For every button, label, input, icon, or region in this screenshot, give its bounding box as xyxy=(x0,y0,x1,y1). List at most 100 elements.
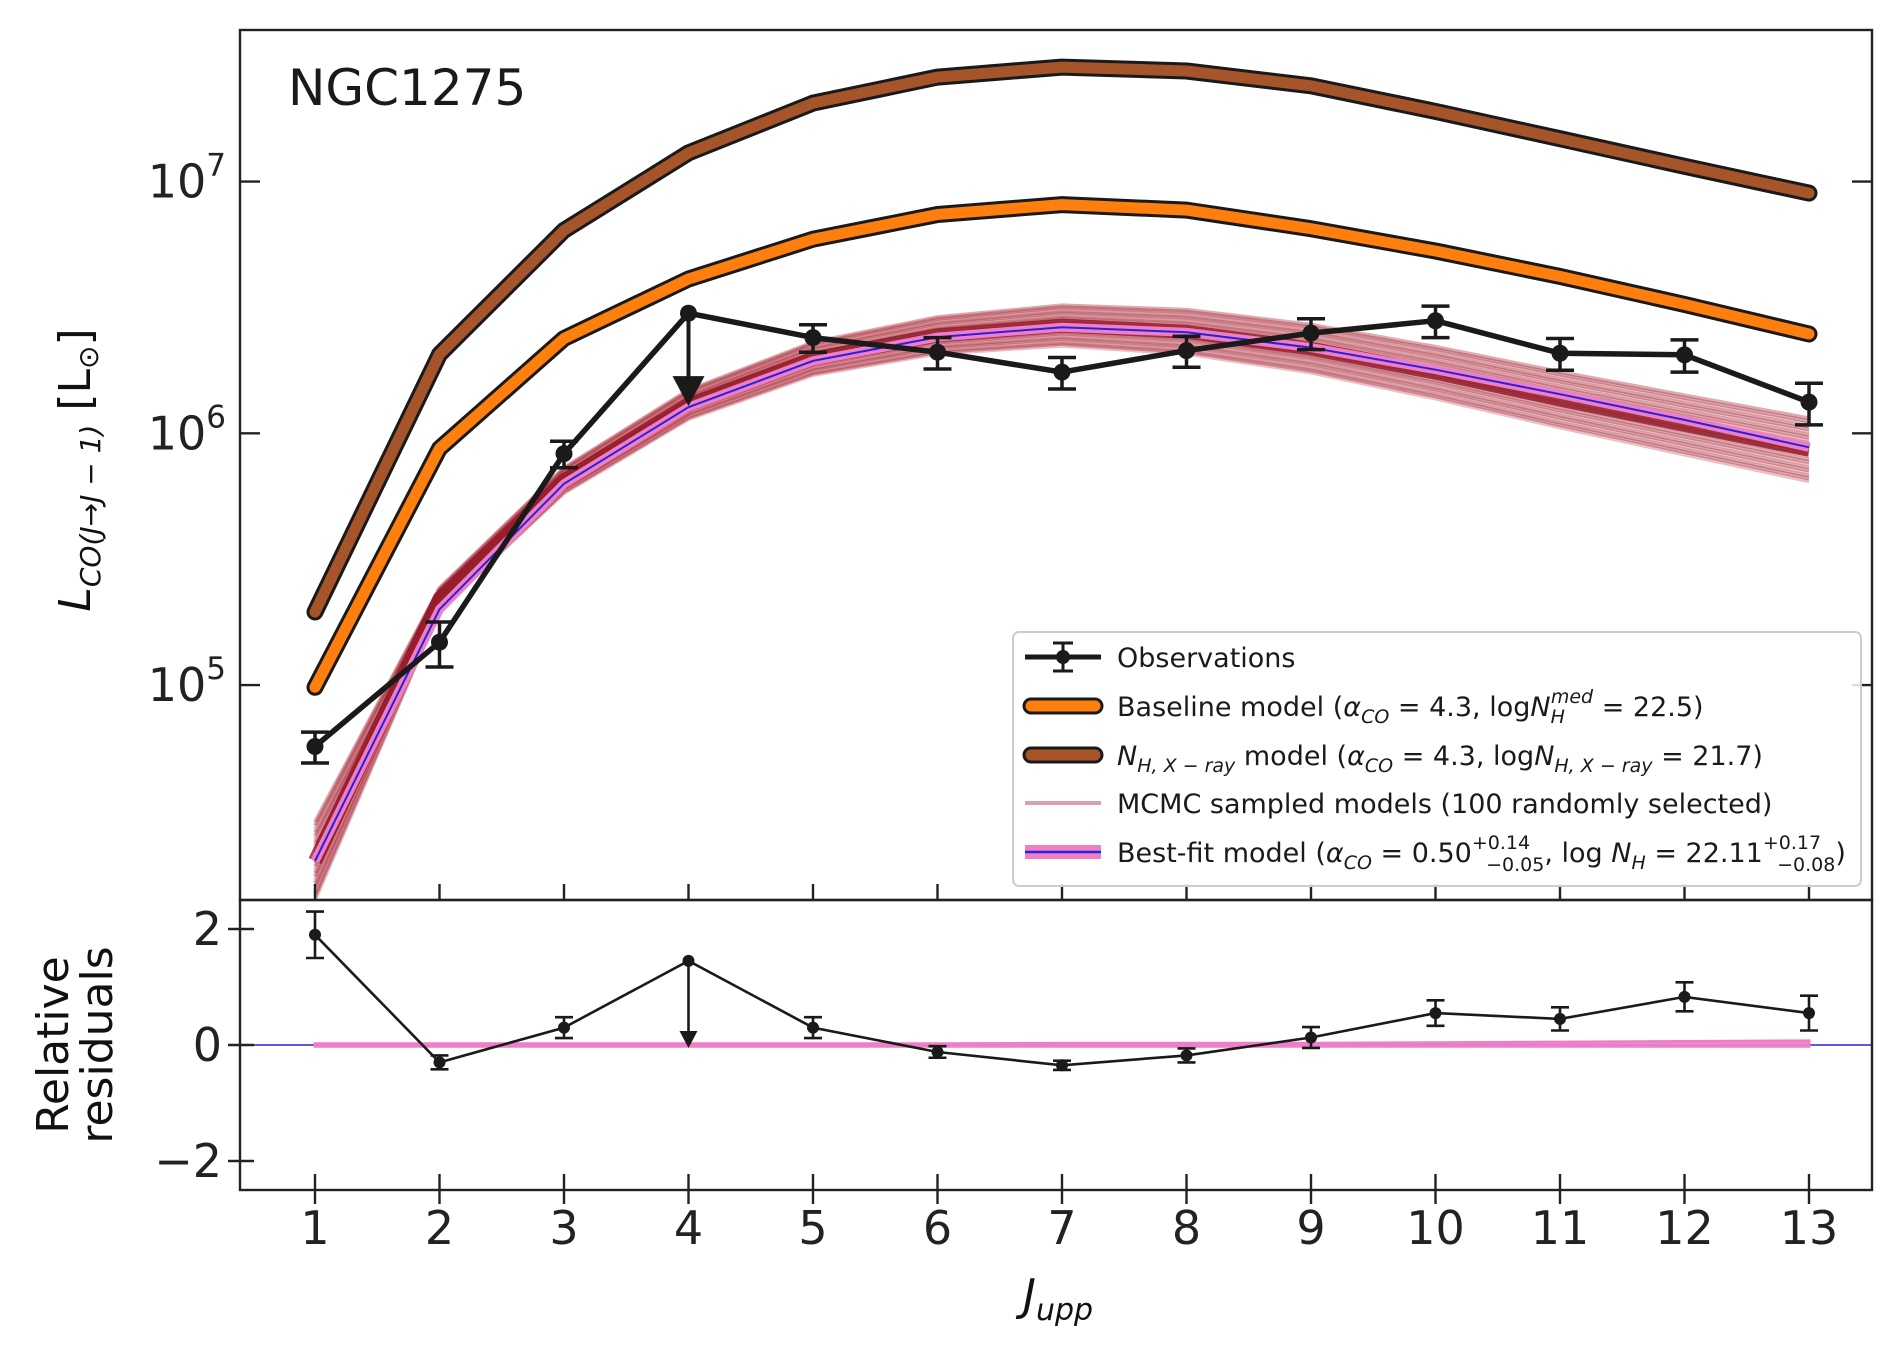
main-ytick-label: 106 xyxy=(148,399,226,460)
bestfit-model-line xyxy=(314,326,1810,862)
xtick-label: 11 xyxy=(1531,1201,1590,1255)
ytick-exponent: 7 xyxy=(206,148,226,184)
residual-upper-limit-head xyxy=(679,1031,698,1048)
lg-text: = 22.5) xyxy=(1593,692,1703,723)
lg-alpha: α xyxy=(1326,838,1344,869)
ylabel-L: L xyxy=(50,587,101,612)
ytick-exponent: 5 xyxy=(206,651,226,687)
lg-sub: CO xyxy=(1365,755,1393,777)
residual-ytick-label: −2 xyxy=(154,1134,222,1188)
lg-sub: H xyxy=(1551,706,1565,728)
lg-sup: +0.17 xyxy=(1763,832,1821,854)
lg-sub: H xyxy=(1631,852,1645,874)
main-y-axis-label: LCO(J→J − 1) [L⊙] xyxy=(50,328,107,611)
lg-sub: H, X − ray xyxy=(1554,755,1653,777)
lg-italic: N xyxy=(1611,838,1631,869)
upper-limit-arrow-head xyxy=(672,376,705,407)
lg-sub: −0.08 xyxy=(1777,854,1835,876)
residual-point xyxy=(1056,1059,1068,1072)
residual-point xyxy=(1803,1007,1815,1020)
legend-label-errorbar: Observations xyxy=(1117,643,1295,674)
lg-sub: −0.05 xyxy=(1486,854,1544,876)
lg-text: = 21.7) xyxy=(1652,741,1762,772)
lg-sub: CO xyxy=(1344,852,1372,874)
ylabel-close: ] xyxy=(50,328,101,345)
lg-text: = 4.3, log xyxy=(1393,741,1534,772)
ytick-exponent: 6 xyxy=(206,399,226,435)
observation-point xyxy=(1427,312,1444,330)
lg-italic: N xyxy=(1534,741,1554,772)
residual-y-label-line2: residuals xyxy=(72,946,123,1143)
observation-point xyxy=(804,329,822,347)
xtick-label: 13 xyxy=(1780,1201,1839,1255)
observation-point xyxy=(555,445,573,463)
xtick-label: 3 xyxy=(549,1201,578,1255)
lg-alpha: α xyxy=(1347,741,1365,772)
mcmc-sample-line xyxy=(313,343,1810,900)
legend-handle-marker xyxy=(1056,650,1070,664)
ytick-mantissa: 10 xyxy=(148,406,207,460)
lg-italic: N xyxy=(1530,692,1550,723)
xtick-label: 7 xyxy=(1047,1201,1076,1255)
observation-point xyxy=(1178,342,1195,360)
ytick-mantissa: 10 xyxy=(148,658,207,712)
residual-y-label-line1: Relative xyxy=(28,956,79,1133)
legend-label-mcmc: MCMC sampled models (100 randomly select… xyxy=(1117,789,1772,820)
residual-point xyxy=(807,1021,819,1034)
observation-point xyxy=(1551,344,1569,362)
lg-sub: CO xyxy=(1361,706,1389,728)
main-ytick-label: 107 xyxy=(148,148,226,209)
galaxy-name-annotation: NGC1275 xyxy=(288,59,526,117)
observation-point xyxy=(1053,363,1071,381)
ylabel-unit: [L xyxy=(50,368,101,424)
legend-label-bestfit: Best-fit model (αCO = 0.50+0.14 −0.05, lo… xyxy=(1117,832,1846,876)
observation-point xyxy=(680,304,697,322)
ytick-mantissa: 10 xyxy=(148,155,207,209)
legend-label-baseline: Baseline model (αCO = 4.3, logNHmed = 22… xyxy=(1117,686,1704,728)
observation-point xyxy=(431,633,448,651)
residual-point xyxy=(558,1021,570,1034)
xtick-label: 8 xyxy=(1172,1201,1201,1255)
observation-point xyxy=(1302,324,1320,342)
lg-text: Best-fit model ( xyxy=(1117,838,1326,869)
observation-point xyxy=(929,343,946,361)
xtick-label: 12 xyxy=(1655,1201,1714,1255)
lg-sup: +0.14 xyxy=(1472,832,1530,854)
lg-sup: med xyxy=(1551,686,1594,708)
lg-text: = 0.50 xyxy=(1372,838,1472,869)
legend-box xyxy=(1012,631,1862,887)
lg-text: = 4.3, log xyxy=(1389,692,1530,723)
lg-text: = 22.11 xyxy=(1646,838,1763,869)
residual-point xyxy=(1429,1007,1442,1020)
nhxray-model-line xyxy=(309,61,1815,618)
ylabel-sun: ⊙ xyxy=(72,346,105,369)
residual-panel-plot xyxy=(240,910,1872,1072)
lg-text: , log xyxy=(1544,838,1611,869)
residual-point xyxy=(1305,1031,1317,1044)
lg-text: Baseline model ( xyxy=(1117,692,1343,723)
mcmc-sample-line xyxy=(313,306,1810,830)
observation-point xyxy=(1800,393,1818,411)
residual-point xyxy=(1678,990,1691,1003)
lg-sub: H, X − ray xyxy=(1137,755,1236,777)
lg-text: ) xyxy=(1835,838,1846,869)
xtick-label: 9 xyxy=(1296,1201,1325,1255)
residual-point xyxy=(931,1045,944,1058)
lg-italic: N xyxy=(1117,741,1137,772)
xtick-label: 4 xyxy=(674,1201,703,1255)
residual-ytick-label: 2 xyxy=(193,902,222,956)
residual-ytick-label: 0 xyxy=(193,1018,222,1072)
observation-point xyxy=(306,738,324,756)
residual-point xyxy=(1180,1049,1193,1062)
xtick-label: 1 xyxy=(300,1201,329,1255)
xtick-label: 10 xyxy=(1406,1201,1465,1255)
main-ytick-label: 105 xyxy=(148,651,226,712)
observation-point xyxy=(1676,346,1693,364)
xtick-label: 6 xyxy=(923,1201,952,1255)
residual-point xyxy=(682,954,695,967)
xtick-label: 5 xyxy=(798,1201,827,1255)
main-panel-plot xyxy=(301,58,1823,900)
